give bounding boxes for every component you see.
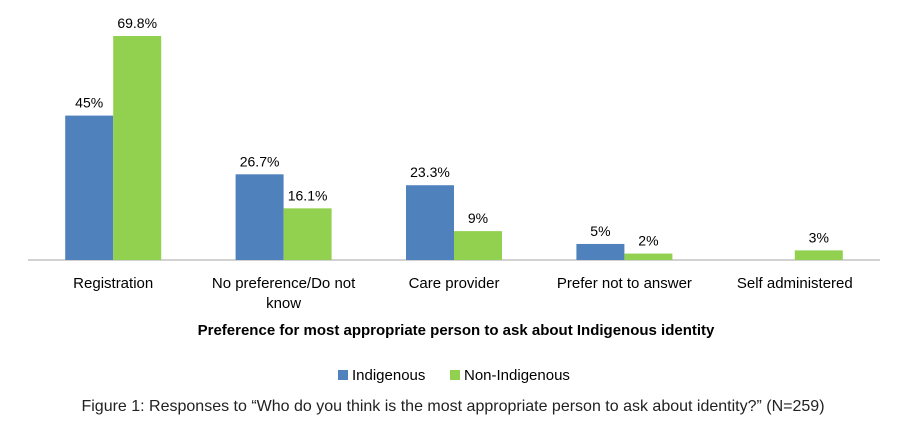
data-label-non-indigenous-4: 2%	[638, 233, 658, 249]
bar-non-indigenous-1	[113, 36, 162, 260]
data-label-indigenous-4: 5%	[590, 223, 610, 239]
legend-swatch-non-indigenous	[450, 370, 460, 380]
bar-indigenous-1	[65, 115, 114, 260]
bar-non-indigenous-2	[283, 208, 332, 260]
bar-non-indigenous-5	[794, 250, 843, 260]
bar-chart: 45% 69.8% Registration 26.7% 16.1% No prefere…	[28, 15, 880, 384]
data-label-non-indigenous-3: 9%	[468, 210, 488, 226]
category-label-1: Registration	[73, 275, 153, 292]
bar-non-indigenous-3	[454, 231, 502, 260]
legend-swatch-indigenous	[338, 370, 348, 380]
x-axis-title: Preference for most appropriate person t…	[198, 322, 715, 339]
category-label-2: No preference/Do not	[212, 275, 356, 292]
bar-indigenous-2	[235, 174, 284, 260]
category-label-3: Care provider	[409, 275, 500, 292]
data-label-non-indigenous-1: 69.8%	[117, 15, 157, 31]
data-label-non-indigenous-2: 16.1%	[288, 187, 328, 203]
data-label-non-indigenous-5: 3%	[809, 229, 829, 245]
category-label-5: Self administered	[737, 275, 853, 292]
figure-caption: Figure 1: Responses to “Who do you think…	[81, 398, 825, 415]
category-label-4: Prefer not to answer	[557, 275, 692, 292]
legend-label-indigenous: Indigenous	[352, 367, 425, 384]
bar-non-indigenous-4	[624, 253, 673, 260]
bar-indigenous-4	[576, 243, 625, 260]
data-label-indigenous-1: 45%	[75, 95, 103, 111]
legend-label-non-indigenous: Non-Indigenous	[464, 367, 570, 384]
data-label-indigenous-3: 23.3%	[410, 164, 450, 180]
data-label-indigenous-2: 26.7%	[240, 153, 280, 169]
category-label-2: know	[266, 295, 301, 312]
bar-indigenous-3	[406, 185, 454, 260]
